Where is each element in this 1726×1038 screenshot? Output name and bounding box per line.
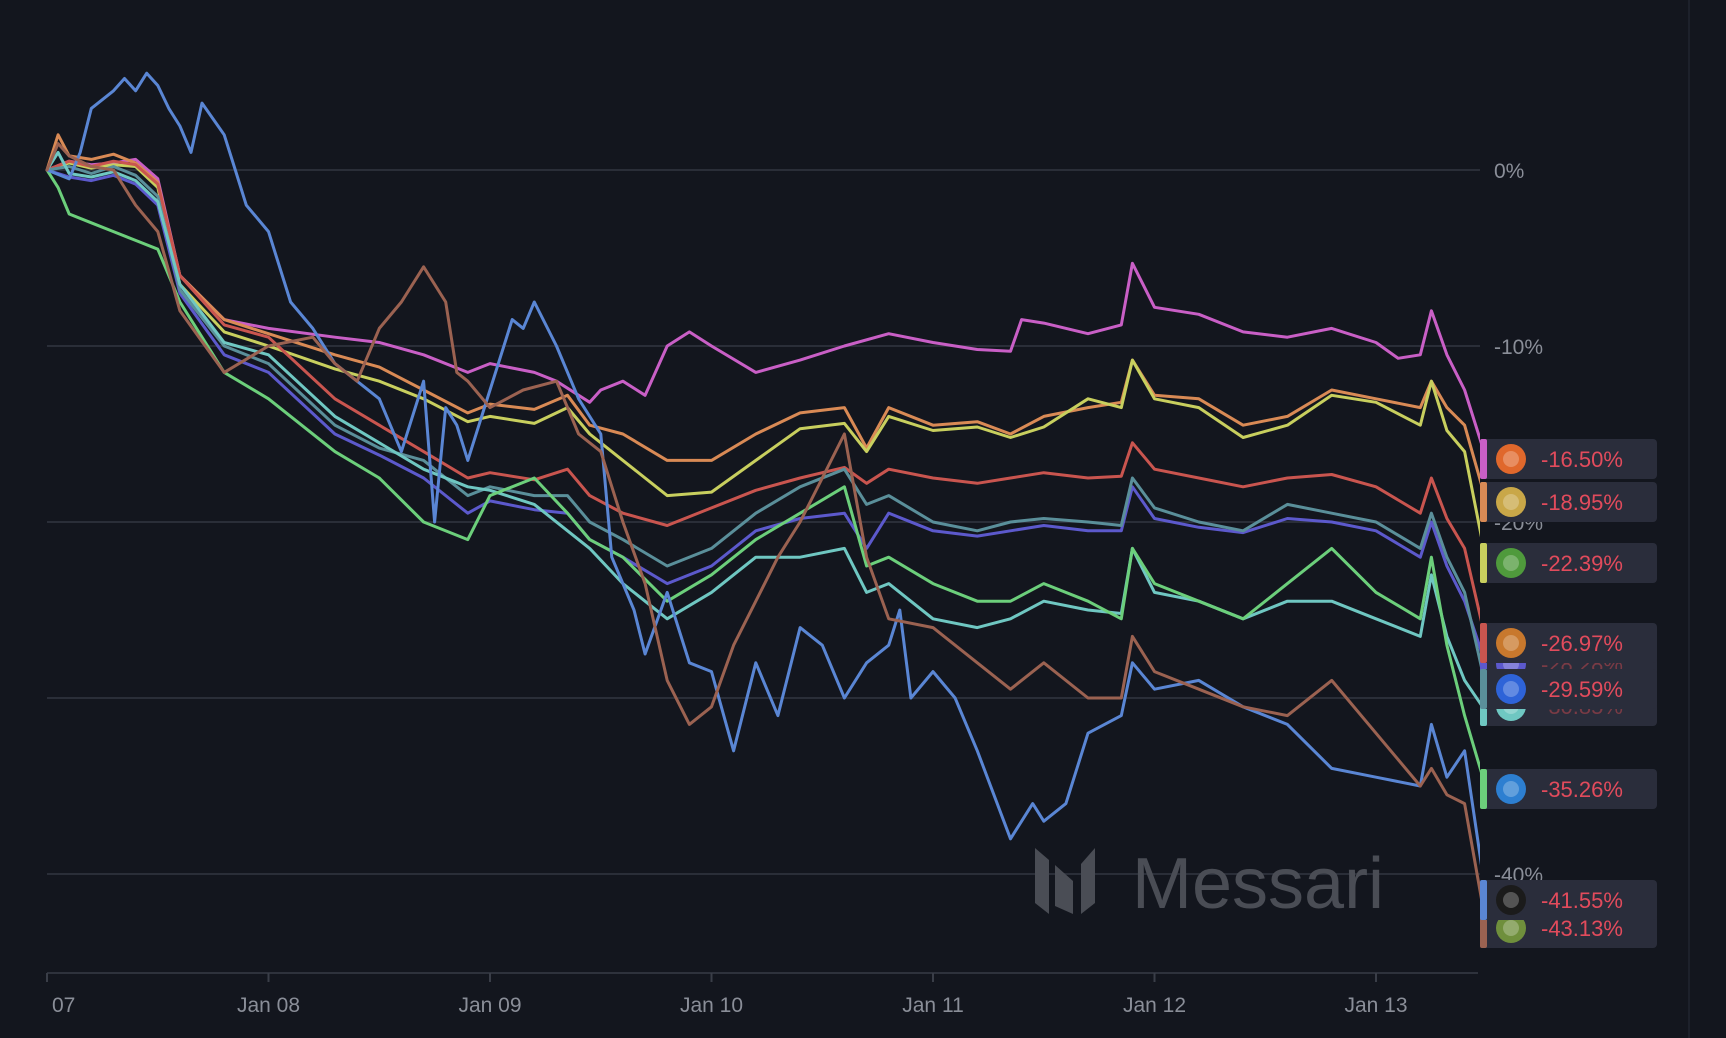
dogwifhat-icon	[1496, 885, 1526, 915]
series-color-swatch	[1480, 769, 1487, 809]
series-line[interactable]	[45, 133, 1487, 504]
end-label-tag: -18.95%	[1480, 482, 1657, 522]
x-tick-label: Jan 10	[680, 994, 743, 1017]
bonk-icon	[1496, 674, 1526, 704]
token-icon-highlight	[1503, 892, 1519, 908]
end-value-label: -35.26%	[1541, 777, 1623, 802]
end-value-label: -18.95%	[1541, 490, 1623, 515]
x-tick-label: Jan 13	[1344, 994, 1407, 1017]
x-tick-label: 07	[52, 994, 75, 1017]
pepe-icon	[1496, 548, 1526, 578]
x-tick-label: Jan 11	[902, 994, 964, 1017]
series-color-swatch	[1480, 482, 1487, 522]
series-line[interactable]	[45, 165, 1487, 691]
series-lines	[45, 71, 1487, 930]
end-label-box	[1480, 669, 1657, 709]
x-tick-label: Jan 08	[237, 994, 300, 1017]
series-color-swatch	[1480, 669, 1487, 709]
messari-logo-icon	[1035, 848, 1095, 914]
dogecoin-icon	[1496, 487, 1526, 517]
series-color-swatch	[1480, 439, 1487, 479]
shiba-inu-token-icon	[1496, 444, 1526, 474]
end-label-box	[1480, 880, 1657, 920]
end-label-tag: -41.55%	[1480, 880, 1657, 920]
end-label-tag: -22.39%	[1480, 543, 1657, 583]
series-line[interactable]	[45, 157, 1487, 460]
end-value-label: -29.59%	[1541, 677, 1623, 702]
floki-icon	[1496, 628, 1526, 658]
end-value-label: -22.39%	[1541, 551, 1623, 576]
grid-layer	[47, 169, 1480, 875]
book-of-meme-icon	[1496, 913, 1526, 943]
series-line[interactable]	[45, 142, 1487, 930]
series-line[interactable]	[45, 168, 1487, 791]
token-icon-highlight	[1503, 494, 1519, 510]
token-icon-highlight	[1503, 781, 1519, 797]
end-label-box	[1480, 623, 1657, 663]
end-label-box	[1480, 439, 1657, 479]
series-color-swatch	[1480, 880, 1487, 920]
end-value-label: -16.50%	[1541, 447, 1623, 472]
watermark-text: Messari	[1132, 844, 1384, 924]
token-icon-highlight	[1503, 451, 1519, 467]
token-icon-highlight	[1503, 555, 1519, 571]
series-line[interactable]	[45, 168, 1487, 668]
token-icon-highlight	[1503, 920, 1519, 936]
series-line[interactable]	[45, 150, 1487, 713]
end-label-box	[1480, 482, 1657, 522]
end-label-box	[1480, 543, 1657, 583]
end-value-label: -41.55%	[1541, 888, 1623, 913]
end-value-labels: -28.28%-30.85%-16.50%-18.95%-22.39%-26.9…	[1480, 439, 1657, 948]
token-icon-highlight	[1503, 681, 1519, 697]
end-label-tag: -16.50%	[1480, 439, 1657, 479]
series-line[interactable]	[45, 159, 1487, 645]
end-label-tag: -26.97%	[1480, 623, 1657, 663]
x-axis: 07 Jan 08 Jan 09 Jan 10 Jan 11 Jan 12 Jan 13	[46, 972, 1478, 1017]
end-label-tag: -29.59%	[1480, 669, 1657, 709]
series-line[interactable]	[45, 161, 1487, 564]
x-tick-label: Jan 12	[1123, 994, 1186, 1017]
pudgy-penguins-icon	[1496, 774, 1526, 804]
end-label-box	[1480, 769, 1657, 809]
series-line[interactable]	[45, 71, 1487, 901]
end-value-label: -26.97%	[1541, 631, 1623, 656]
y-tick-label: 0%	[1494, 160, 1524, 183]
token-icon-highlight	[1503, 635, 1519, 651]
series-color-swatch	[1480, 543, 1487, 583]
line-chart: 07 Jan 08 Jan 09 Jan 10 Jan 11 Jan 12 Jan 13 M…	[45, 71, 1657, 1017]
series-color-swatch	[1480, 623, 1487, 663]
right-rail-divider	[1688, 0, 1690, 1038]
y-tick-label: -10%	[1494, 336, 1543, 359]
messari-watermark: Messari	[1035, 844, 1384, 924]
end-value-label: -43.13%	[1541, 916, 1623, 941]
x-tick-label: Jan 09	[458, 994, 521, 1017]
end-label-tag: -35.26%	[1480, 769, 1657, 809]
